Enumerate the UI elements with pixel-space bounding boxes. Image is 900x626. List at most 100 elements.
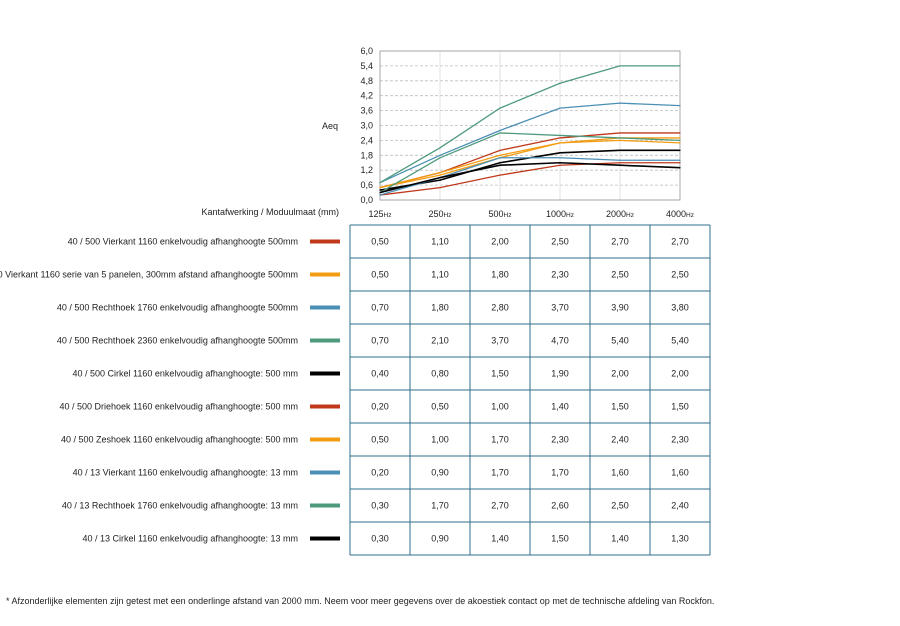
legend-swatch: [310, 239, 340, 244]
series-line: [379, 102, 681, 184]
data-point: [439, 147, 441, 149]
data-point: [619, 102, 621, 104]
data-point: [439, 172, 441, 174]
data-label: 0,30: [371, 534, 389, 544]
data-point: [559, 152, 561, 154]
data-point: [379, 189, 381, 191]
data-point: [499, 157, 501, 159]
data-label: 1,10: [431, 237, 449, 247]
legend-label: 40 / 500 Cirkel 1160 enkelvoudig afhangh…: [73, 369, 299, 379]
legend-swatch: [310, 404, 340, 409]
legend-swatch: [310, 305, 340, 310]
legend-swatch: [310, 338, 340, 343]
data-label: 2,60: [551, 501, 569, 511]
data-label: 1,70: [491, 468, 509, 478]
y-tick-label: 5,4: [360, 61, 373, 71]
data-point: [679, 142, 681, 144]
data-label: 1,00: [491, 402, 509, 412]
y-tick-label: 6,0: [360, 46, 373, 56]
data-label: 1,50: [611, 402, 629, 412]
data-label: 5,40: [671, 336, 689, 346]
data-point: [679, 162, 681, 164]
legend-label: 40 / 500 Driehoek 1160 enkelvoudig afhan…: [59, 402, 298, 412]
data-point: [679, 167, 681, 169]
data-point: [439, 157, 441, 159]
data-label: 0,40: [371, 369, 389, 379]
data-point: [619, 149, 621, 151]
data-label: 2,00: [671, 369, 689, 379]
x-tick-label: 125Hz: [369, 209, 392, 219]
x-axis-label: Kantafwerking / Moduulmaat (mm): [201, 207, 339, 217]
data-label: 2,70: [491, 501, 509, 511]
series-line: [379, 161, 681, 194]
data-label: 3,80: [671, 303, 689, 313]
data-label: 1,50: [671, 402, 689, 412]
y-tick-label: 4,8: [360, 76, 373, 86]
data-label: 2,70: [671, 237, 689, 247]
data-point: [499, 149, 501, 151]
data-label: 1,70: [491, 435, 509, 445]
data-label: 0,80: [431, 369, 449, 379]
x-tick-label: 2000Hz: [606, 209, 634, 219]
data-point: [379, 194, 381, 196]
data-point: [499, 107, 501, 109]
data-point: [499, 154, 501, 156]
y-tick-label: 0,0: [360, 195, 373, 205]
data-point: [619, 132, 621, 134]
data-point: [619, 164, 621, 166]
data-point: [499, 174, 501, 176]
data-label: 2,00: [611, 369, 629, 379]
data-point: [679, 139, 681, 141]
data-point: [619, 159, 621, 161]
data-label: 1,30: [671, 534, 689, 544]
data-point: [559, 164, 561, 166]
data-point: [559, 134, 561, 137]
legend-label: 40 / 500 Rechthoek 1760 enkelvoudig afha…: [57, 303, 298, 313]
legend-label: 40 / 500 Zeshoek 1160 enkelvoudig afhang…: [61, 435, 298, 445]
data-label: 0,20: [371, 402, 389, 412]
data-label: 0,20: [371, 468, 389, 478]
series-line: [379, 65, 680, 184]
data-label: 4,70: [551, 336, 569, 346]
data-label: 3,90: [611, 303, 629, 313]
data-point: [559, 157, 561, 159]
footnote: * Afzonderlijke elementen zijn getest me…: [6, 596, 715, 606]
data-label: 2,70: [611, 237, 629, 247]
data-label: 1,80: [431, 303, 449, 313]
legend-label: 40 / 13 Cirkel 1160 enkelvoudig afhangho…: [83, 534, 298, 544]
data-label: 0,50: [431, 402, 449, 412]
legend-swatch: [310, 437, 340, 442]
data-point: [439, 179, 441, 181]
data-point: [679, 132, 681, 134]
data-point: [499, 164, 501, 166]
data-point: [559, 82, 561, 84]
y-tick-label: 1,2: [360, 165, 373, 175]
data-point: [499, 129, 501, 132]
data-label: 2,50: [611, 270, 629, 280]
data-label: 0,90: [431, 534, 449, 544]
series-line: [379, 132, 681, 194]
legend-swatch: [310, 503, 340, 508]
data-point: [439, 177, 441, 179]
data-label: 3,70: [551, 303, 569, 313]
data-label: 1,70: [431, 501, 449, 511]
y-tick-label: 1,8: [360, 150, 373, 160]
data-label: 1,00: [431, 435, 449, 445]
data-point: [499, 162, 501, 164]
legend-swatch: [310, 371, 340, 376]
data-label: 1,50: [491, 369, 509, 379]
data-label: 2,40: [611, 435, 629, 445]
data-label: 2,40: [671, 501, 689, 511]
data-label: 2,10: [431, 336, 449, 346]
data-label: 1,80: [491, 270, 509, 280]
data-point: [679, 65, 681, 67]
data-label: 1,40: [491, 534, 509, 544]
data-label: 0,50: [371, 435, 389, 445]
data-point: [439, 174, 441, 176]
legend-label: 40 / 13 Rechthoek 1760 enkelvoudig afhan…: [62, 501, 298, 511]
data-label: 2,30: [551, 435, 569, 445]
data-point: [679, 159, 681, 161]
legend-swatch: [310, 536, 340, 541]
y-tick-label: 2,4: [360, 135, 373, 145]
